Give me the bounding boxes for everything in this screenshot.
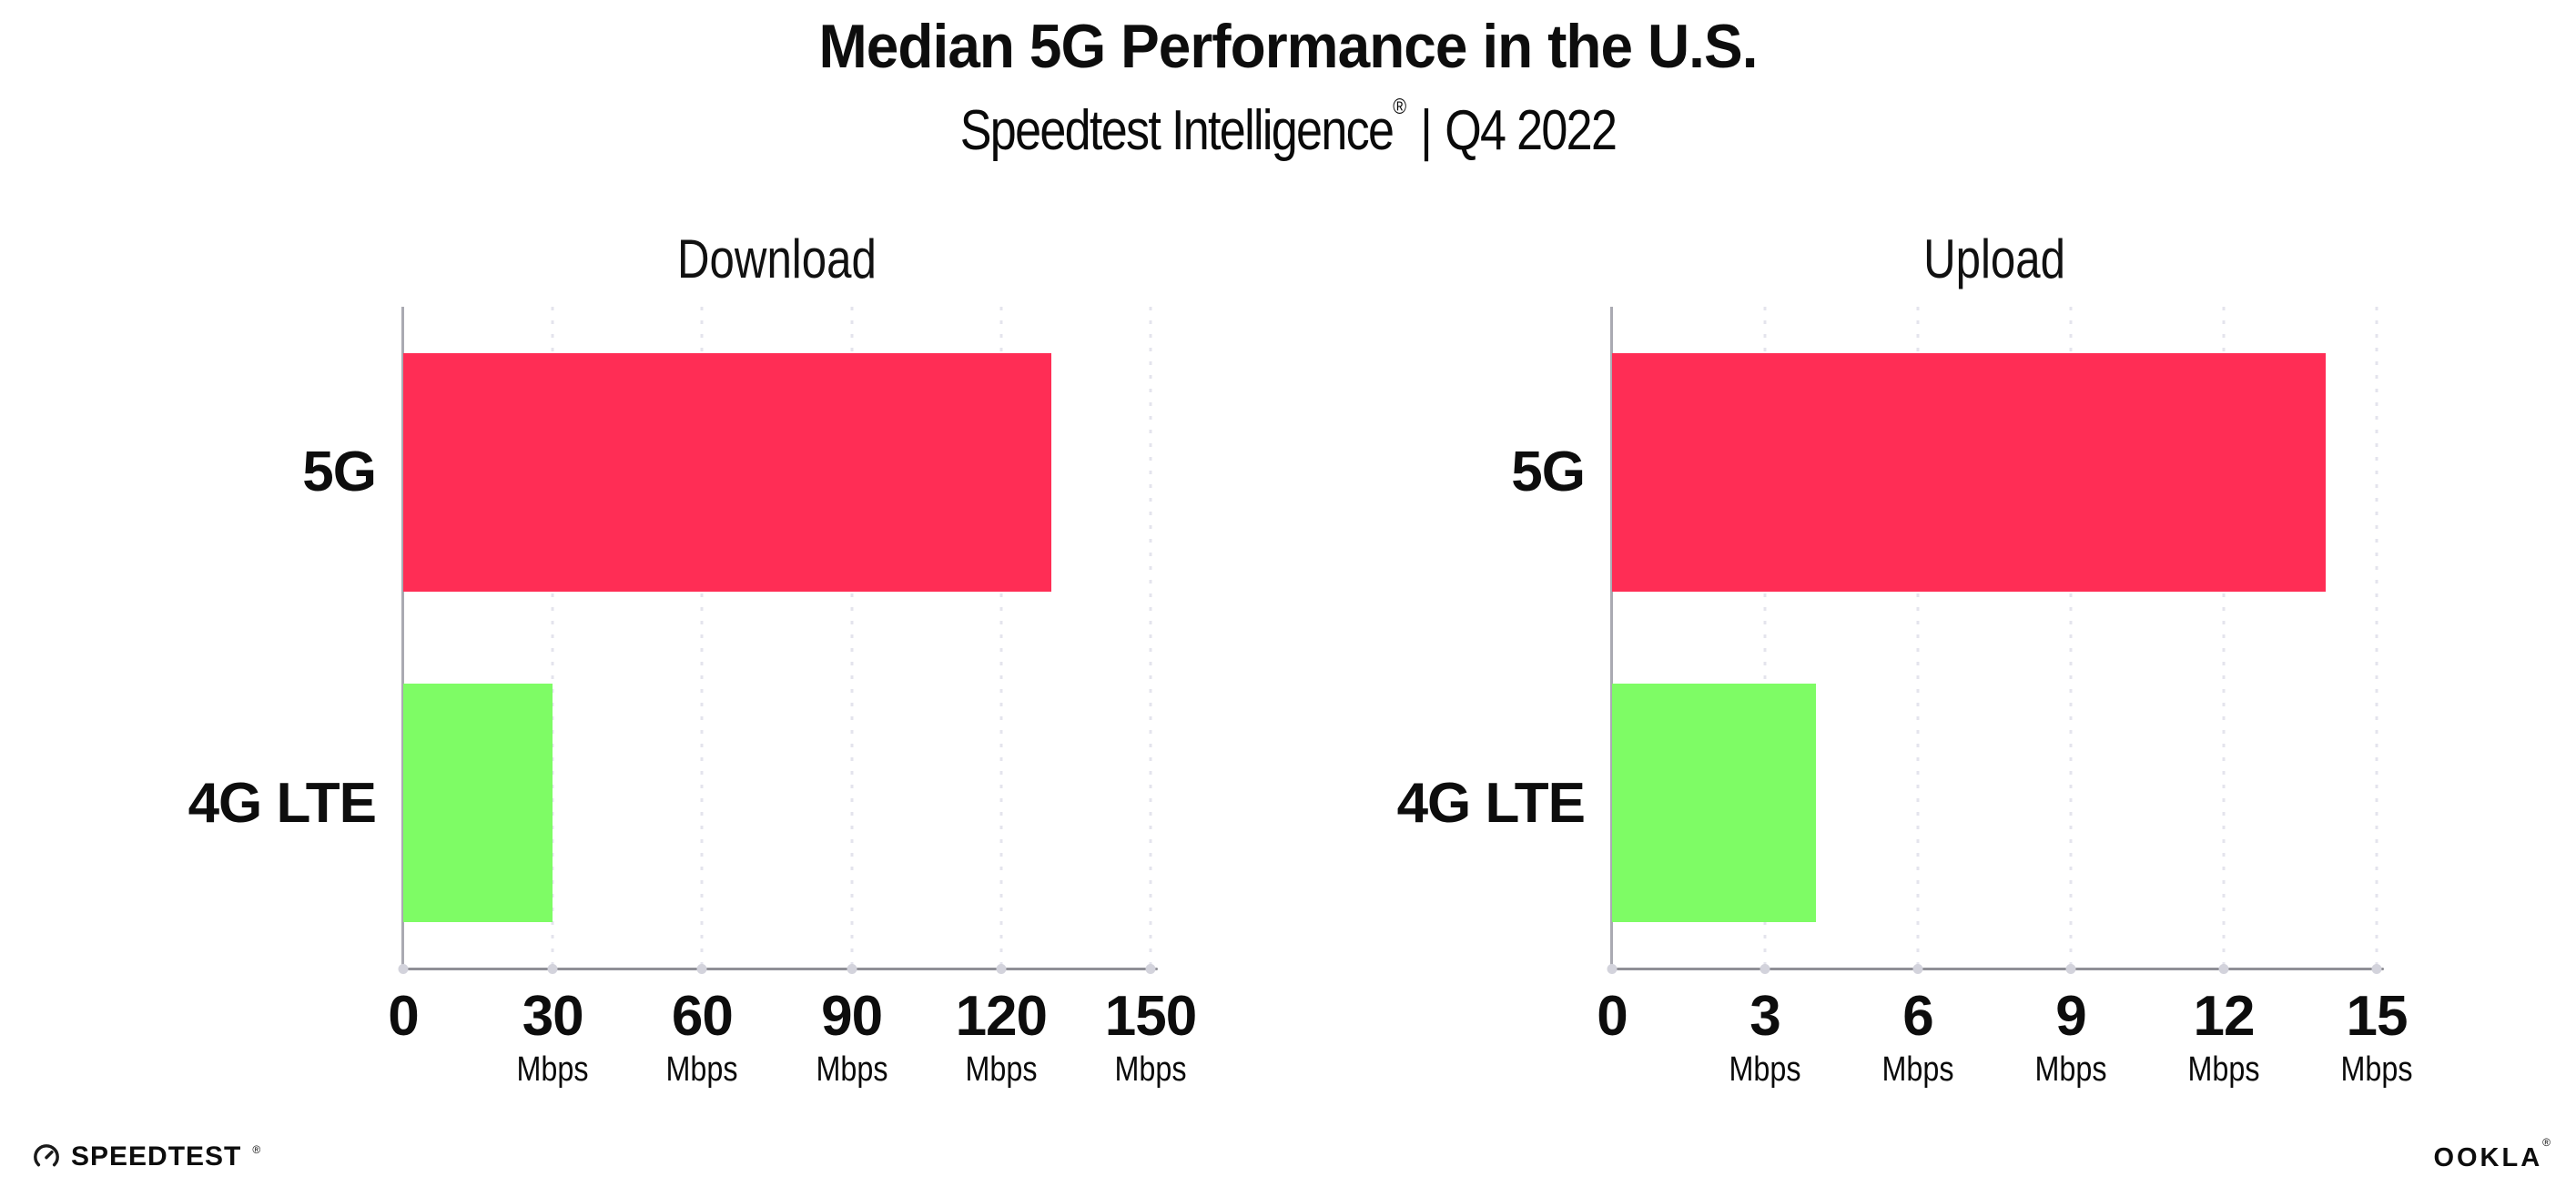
x-tick-value: 0 [1597,985,1628,1048]
x-tick-unit: Mbps [2187,1050,2260,1089]
gridline-90-mbps [850,307,854,969]
x-tick-9: 9 Mbps [2029,988,2114,1090]
axis-tick-dot [547,964,558,974]
bar-4g-lte-download [403,684,553,923]
x-tick-unit: Mbps [1729,1050,1801,1089]
download-chart-title-text: Download [677,228,877,289]
upload-chart-title: Upload [1612,228,2377,290]
gridline-60-mbps [700,307,704,969]
header: Median 5G Performance in the U.S. Speedt… [0,0,2576,163]
axis-tick-dot [847,964,857,974]
download-chart-title: Download [403,228,1151,290]
axis-tick-dot [1760,964,1770,974]
gridline-6-mbps [1916,307,1920,969]
axis-tick-dot [2065,964,2076,974]
category-label-4g-lte: 4G LTE [1396,771,1586,835]
speedtest-logo-text: SPEEDTEST [71,1141,242,1172]
x-tick-unit: Mbps [665,1050,738,1089]
speedtest-registered-symbol: ® [252,1143,261,1156]
x-tick-60: 60 Mbps [660,988,745,1090]
gridline-3-mbps [1763,307,1767,969]
axis-tick-dot [398,964,409,974]
bar-5g-download [403,352,1051,592]
x-tick-unit: Mbps [1881,1050,1954,1089]
page-title: Median 5G Performance in the U.S. [818,12,1758,81]
category-label-5g: 5G [1511,441,1586,504]
x-tick-value: 150 [1104,985,1197,1048]
ookla-logo-text: OOKLA [2433,1143,2543,1172]
x-tick-value: 120 [955,985,1048,1048]
bar-5g-upload [1612,352,2326,592]
gridline-120-mbps [999,307,1003,969]
x-tick-unit: Mbps [1114,1050,1187,1089]
upload-category-labels: 5G 4G LTE [1275,307,1586,969]
subtitle-brand: Speedtest Intelligence [959,99,1394,162]
upload-plot-area [1607,307,2382,974]
ookla-logo: OOKLA® [2433,1136,2551,1173]
x-tick-12: 12 Mbps [2182,988,2267,1090]
x-tick-150: 150 Mbps [1104,985,1197,1090]
download-category-labels: 5G 4G LTE [66,307,377,969]
upload-x-axis-line [1608,968,2384,970]
gridline-9-mbps [2069,307,2073,969]
category-label-5g: 5G [302,441,377,504]
page-subtitle: Speedtest Intelligence® | Q4 2022 [206,95,2369,163]
axis-tick-dot [696,964,707,974]
ookla-registered-symbol: ® [2542,1136,2551,1149]
category-label-4g-lte: 4G LTE [188,771,377,835]
download-x-axis-line [400,968,1158,970]
x-tick-value: 3 [1749,985,1780,1048]
axis-tick-dot [2218,964,2229,974]
x-tick-unit: Mbps [516,1050,589,1089]
speedometer-gauge-icon [34,1144,59,1167]
axis-tick-dot [1607,964,1618,974]
x-tick-value: 9 [2055,985,2086,1048]
registered-trademark-symbol: ® [1393,95,1407,119]
x-tick-0: 0 [388,985,419,1048]
upload-chart-title-text: Upload [1923,228,2065,289]
x-tick-unit: Mbps [965,1050,1038,1089]
x-tick-3: 3 Mbps [1723,988,1808,1090]
axis-tick-dot [2371,964,2382,974]
axis-tick-dot [1912,964,1923,974]
gridline-12-mbps [2222,307,2226,969]
subtitle-separator: | [1420,99,1433,162]
gridline-150-mbps [1149,307,1152,969]
x-tick-6: 6 Mbps [1876,988,1961,1090]
x-tick-value: 60 [671,985,734,1048]
x-tick-unit: Mbps [816,1050,888,1089]
x-tick-unit: Mbps [2034,1050,2107,1089]
x-tick-value: 30 [522,985,584,1048]
x-tick-90: 90 Mbps [809,988,894,1090]
x-tick-value: 12 [2193,985,2256,1048]
x-tick-unit: Mbps [2340,1050,2413,1089]
x-tick-value: 6 [1902,985,1933,1048]
gridline-30-mbps [551,307,554,969]
download-plot-area [398,307,1156,974]
x-tick-0: 0 [1597,985,1628,1048]
upload-x-axis-ticks: 0 3 Mbps 6 Mbps 9 Mbps 12 Mbps 15 Mbps [1597,988,2412,1142]
x-tick-30: 30 Mbps [511,988,595,1090]
gridline-15-mbps [2375,307,2378,969]
x-tick-value: 15 [2346,985,2409,1048]
download-x-axis-ticks: 0 30 Mbps 60 Mbps 90 Mbps 120 Mbps 150 Mbps [388,985,1197,1142]
axis-tick-dot [996,964,1007,974]
bar-4g-lte-upload [1612,684,1816,923]
speedtest-logo: SPEEDTEST ® [33,1141,260,1172]
x-tick-15: 15 Mbps [2335,988,2419,1090]
axis-tick-dot [1145,964,1156,974]
subtitle-period: Q4 2022 [1445,99,1618,162]
x-tick-value: 0 [388,985,419,1048]
x-tick-120: 120 Mbps [955,985,1048,1090]
x-tick-value: 90 [821,985,883,1048]
